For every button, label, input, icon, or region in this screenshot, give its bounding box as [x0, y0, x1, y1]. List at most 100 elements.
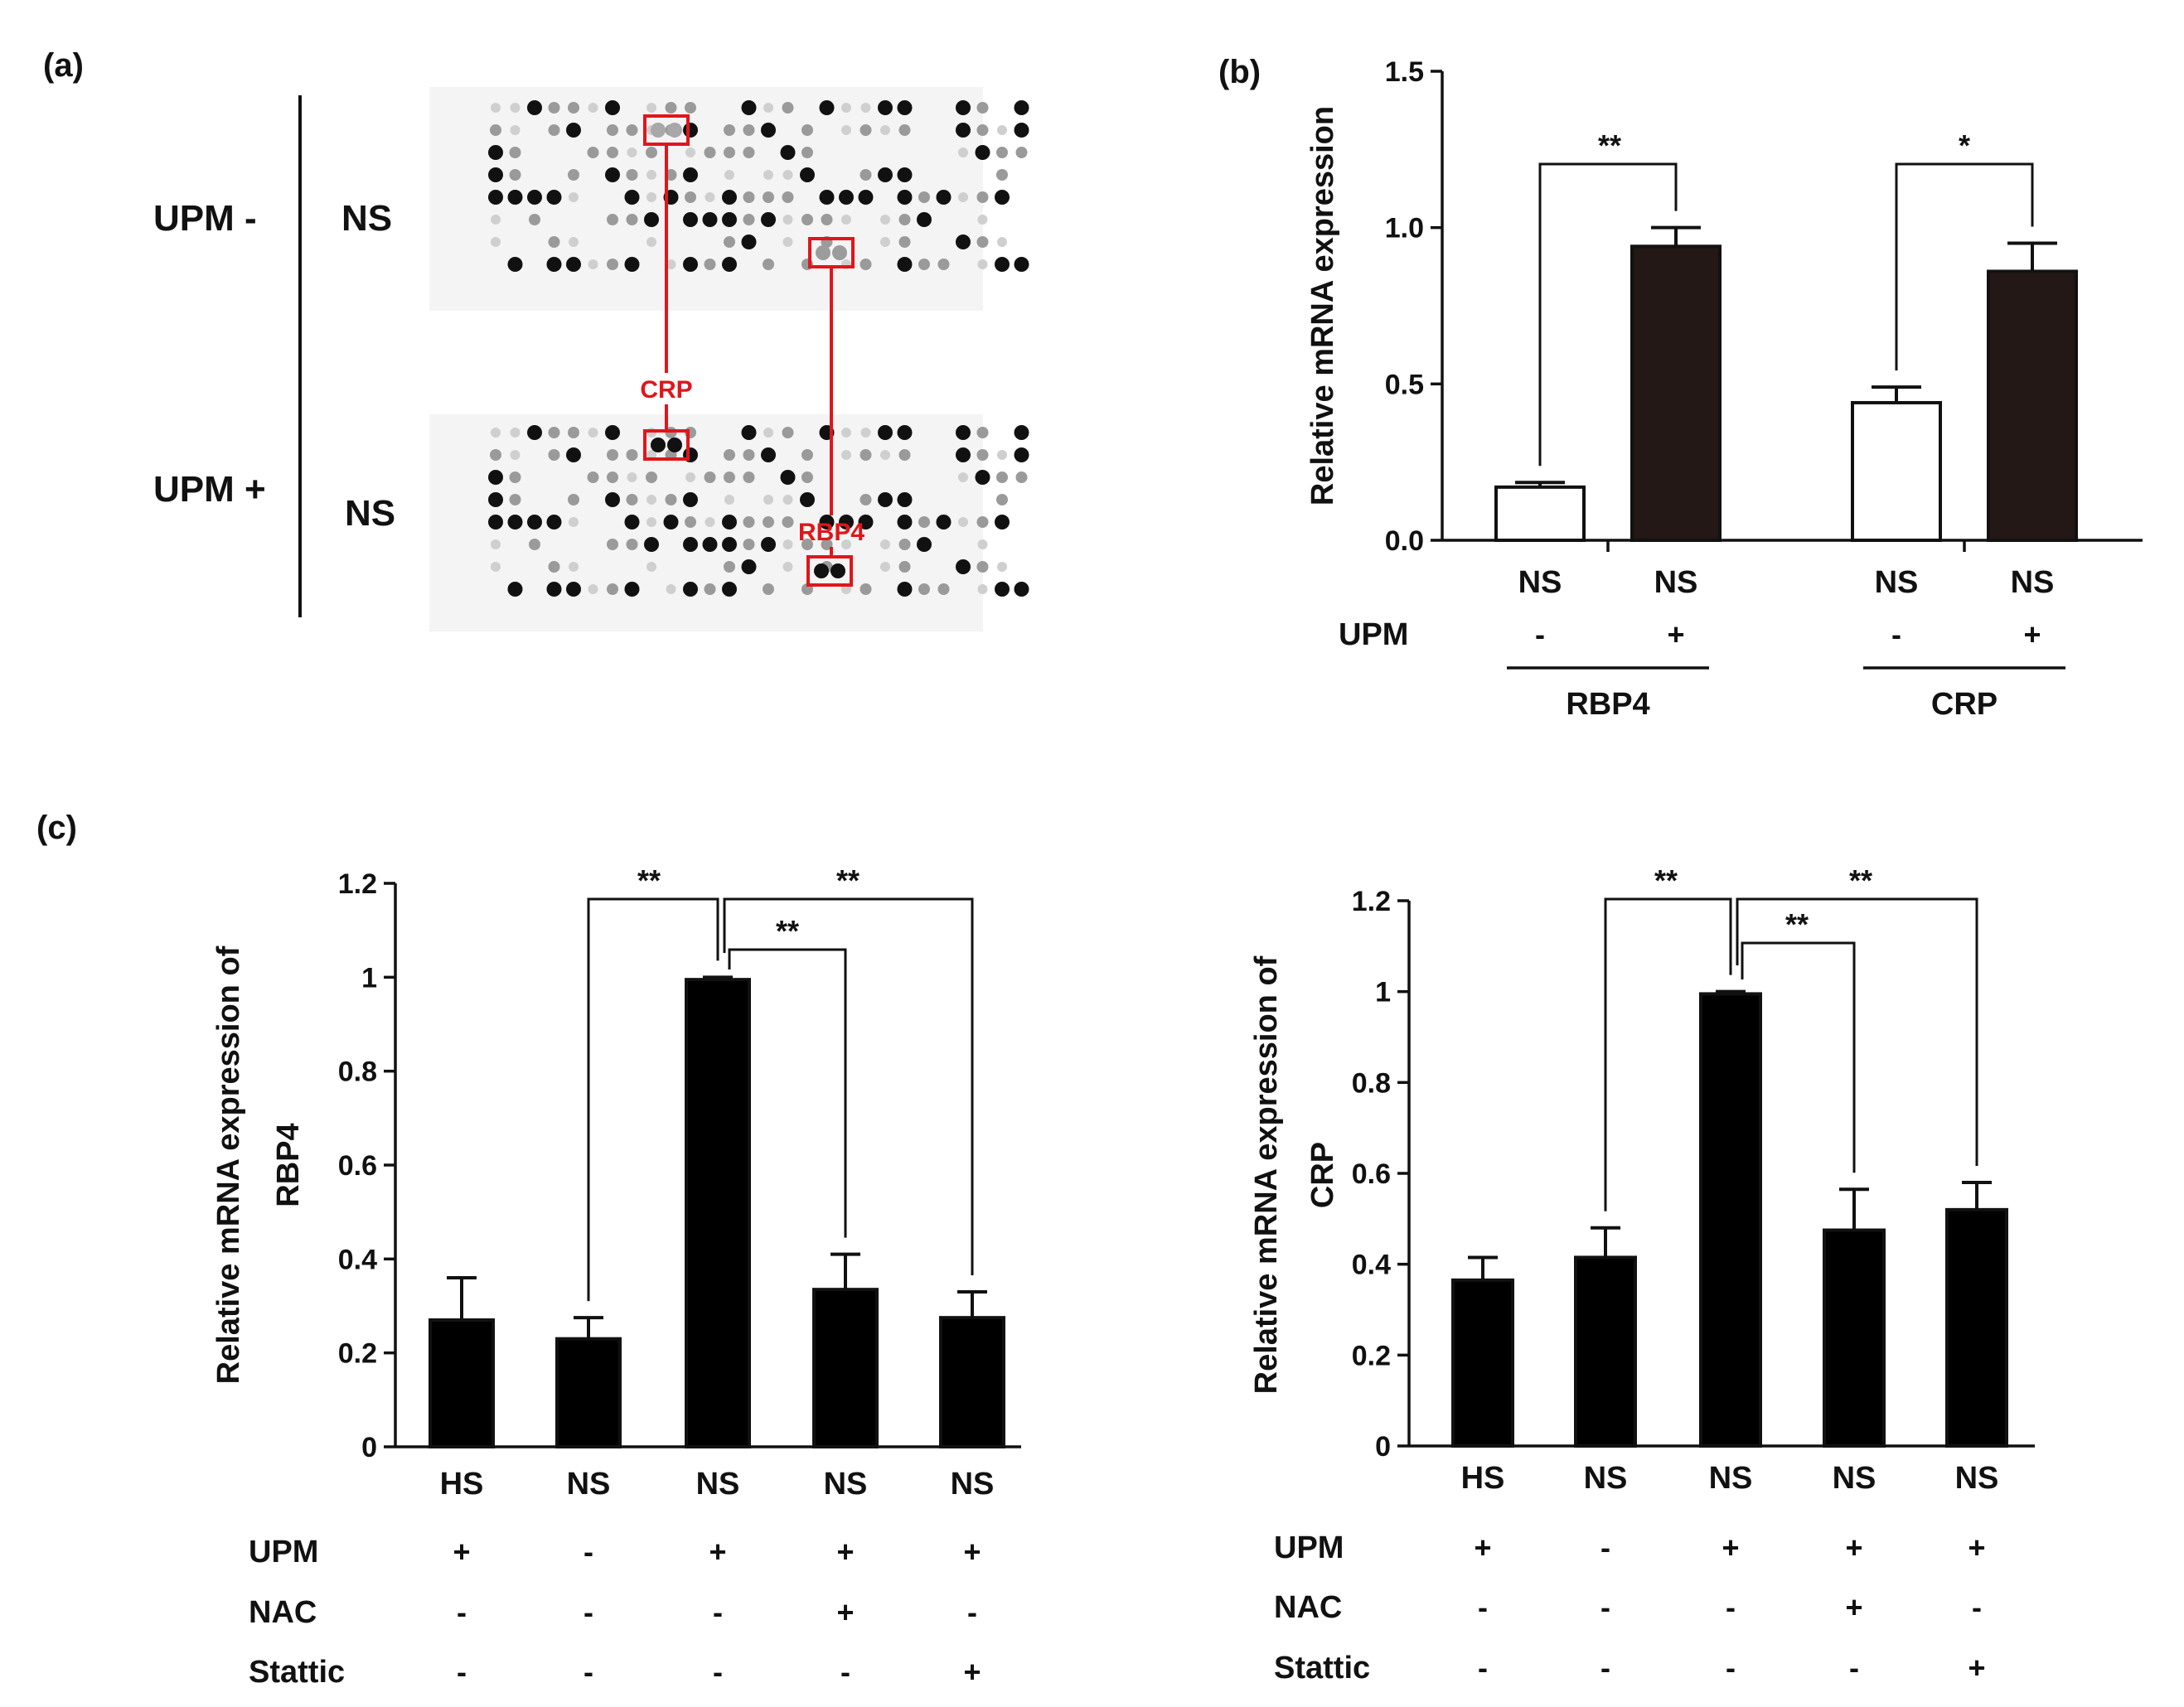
array-dot — [683, 582, 698, 597]
y-tick-label: 0 — [1375, 1431, 1391, 1463]
treatment-mark: - — [713, 1595, 723, 1629]
array-dot — [782, 495, 793, 505]
array-dot — [626, 124, 638, 136]
array-dot — [702, 212, 718, 227]
array-dot — [880, 125, 890, 135]
array-dot — [880, 562, 890, 572]
array-dot — [937, 583, 950, 595]
treatment-mark: + — [1667, 617, 1684, 651]
array-dot — [743, 516, 755, 528]
array-dot — [665, 102, 677, 114]
array-dot — [548, 561, 560, 573]
bar — [1823, 1228, 1886, 1448]
array-dot — [644, 537, 659, 552]
row-bottom-condition: UPM + — [153, 469, 266, 510]
y-tick-label: 0.2 — [1352, 1340, 1391, 1371]
array-dot — [510, 428, 521, 438]
array-dot — [490, 124, 501, 136]
array-dot — [995, 515, 1010, 530]
array-dot — [509, 169, 521, 181]
array-dot — [860, 428, 871, 438]
array-dot — [780, 145, 796, 160]
treatment-mark: + — [836, 1595, 854, 1629]
array-dot — [782, 170, 793, 180]
treatment-mark: + — [963, 1655, 981, 1689]
array-dot — [705, 192, 715, 202]
array-dot — [666, 259, 676, 269]
treatment-mark: - — [1535, 617, 1545, 651]
array-dot — [763, 516, 774, 528]
array-dot — [860, 583, 872, 595]
array-dot — [588, 103, 598, 113]
array-dot — [626, 449, 638, 461]
array-dot — [880, 450, 890, 460]
array-dot — [763, 191, 774, 203]
array-dot-highlight — [651, 438, 666, 452]
array-dot — [801, 147, 813, 158]
array-dot — [801, 449, 813, 461]
array-dot — [509, 494, 521, 505]
array-dot — [918, 259, 930, 270]
array-dot — [741, 425, 757, 440]
array-dot — [646, 517, 656, 527]
array-dot — [626, 494, 638, 505]
array-dot — [976, 427, 989, 438]
array-dot — [996, 494, 1008, 505]
array-dot — [704, 147, 716, 158]
chart-c-crp: Relative mRNA expression of CRP 0 0.2 0.4 0.6… — [1249, 863, 2035, 1685]
array-dot — [724, 495, 734, 505]
array-dot-highlight — [667, 123, 682, 138]
treatment-mark: + — [836, 1535, 854, 1569]
array-dot — [763, 259, 774, 270]
array-dot — [546, 515, 562, 530]
array-dot — [1015, 471, 1028, 483]
array-dot — [975, 470, 990, 485]
array-dot — [976, 561, 989, 573]
array-dot — [724, 147, 735, 158]
y-axis-label: Relative mRNA expression of — [1249, 955, 1284, 1394]
array-dot — [897, 100, 913, 115]
category-label: NS — [1709, 1461, 1753, 1496]
significance-label: ** — [637, 863, 661, 897]
array-dot — [918, 516, 930, 528]
array-dot — [958, 192, 968, 202]
y-tick-label: 1 — [1375, 977, 1391, 1008]
array-dot — [800, 167, 815, 182]
array-dot — [1014, 425, 1029, 440]
array-dot — [841, 428, 851, 438]
array-dot — [546, 582, 562, 597]
treatment-mark: - — [1972, 1590, 1982, 1624]
array-dot — [607, 583, 618, 595]
array-dot — [704, 583, 716, 595]
category-label: HS — [440, 1467, 484, 1501]
array-dot — [569, 192, 579, 202]
array-dot — [624, 190, 640, 205]
array-dot — [763, 583, 774, 595]
array-dot — [936, 515, 952, 530]
y-tick-label: 1.2 — [338, 868, 377, 900]
array-dot — [743, 191, 755, 203]
array-dot — [898, 539, 911, 550]
treatment-mark: + — [1845, 1530, 1862, 1564]
significance-label: ** — [836, 863, 860, 897]
panel-a-label: (a) — [43, 47, 84, 84]
panel-b-label: (b) — [1218, 54, 1261, 90]
array-dot — [507, 582, 523, 597]
array-dot — [663, 515, 679, 530]
array-dot — [646, 103, 656, 113]
array-dot — [841, 215, 851, 225]
category-label: NS — [1654, 565, 1698, 600]
array-dot — [841, 125, 851, 135]
array-dot — [509, 471, 521, 483]
array-dot — [936, 190, 952, 205]
bar — [939, 1316, 1005, 1448]
array-dot — [821, 214, 833, 225]
treatment-mark: + — [1474, 1530, 1491, 1564]
panel-a: (a) UPM - NS UPM + NS CRP RBP4 — [43, 47, 1029, 631]
array-dot — [626, 214, 638, 225]
array-dot — [685, 147, 695, 157]
array-dot — [605, 492, 620, 507]
array-dot — [898, 124, 911, 136]
array-dot — [897, 257, 913, 272]
treatment-mark: - — [1600, 1590, 1610, 1624]
